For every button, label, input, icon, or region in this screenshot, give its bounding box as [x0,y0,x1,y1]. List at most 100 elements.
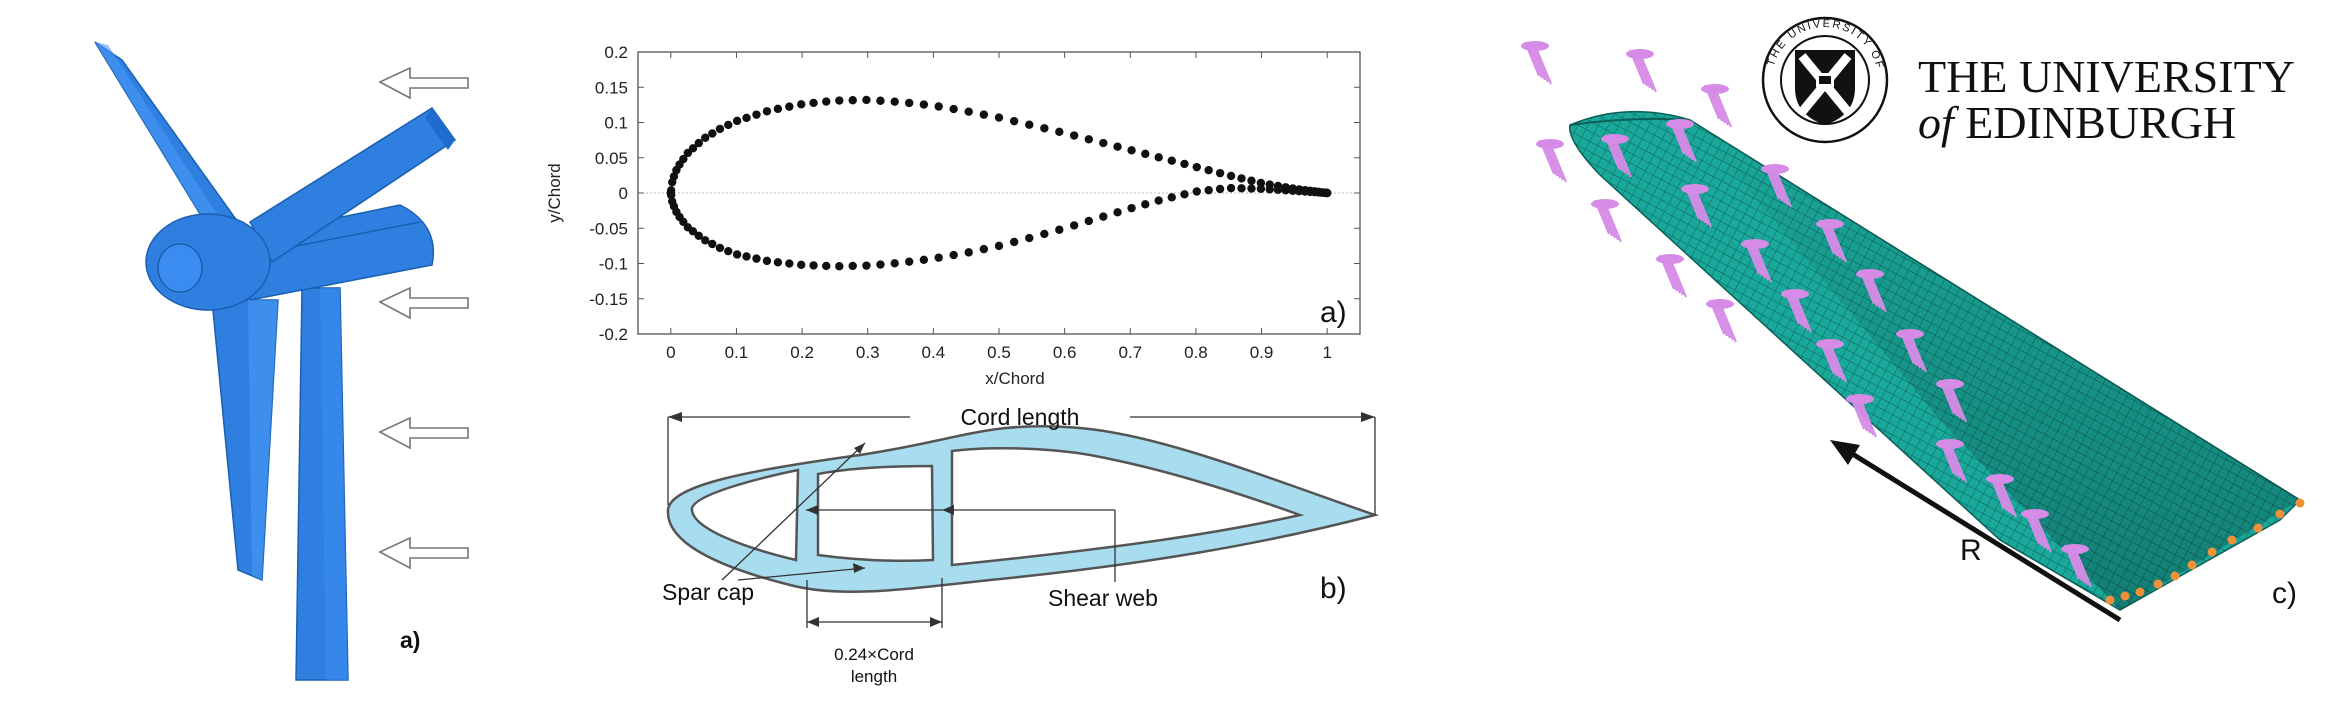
airfoil-upper-point [1025,120,1034,129]
airfoil-lower-point [1256,184,1266,193]
section-panel-tag: b) [1320,572,1347,605]
airfoil-upper-point [1127,146,1136,155]
load-vector-icon [2061,544,2092,588]
airfoil-lower-point [742,252,751,261]
load-vector-icon [1536,139,1567,183]
university-name-edinburgh: EDINBURGH [1954,97,2236,148]
airfoil-lower-point [1180,190,1189,199]
load-vector-icon [1816,219,1847,263]
fem-panel-tag: c) [2272,577,2297,610]
fem-panel: R c) THE UNIVERSITY OF EDINBURGH THE UNI… [1415,0,2326,700]
wind-arrow-icon [378,416,469,450]
airfoil-upper-point [848,96,857,105]
airfoil-lower-point [904,257,914,266]
airfoil-lower-point [701,236,710,245]
section-cavity-front [690,468,800,562]
airfoil-upper-point [1084,135,1094,144]
airfoil-upper-point [1141,149,1150,159]
x-tick-label: 0.8 [1184,343,1208,362]
airfoil-lower-point [890,259,899,268]
load-vector-icon [1741,239,1772,283]
airfoil-lower-point [1084,216,1094,226]
boundary-node [2275,509,2285,519]
airfoil-lower-point [694,231,703,240]
airfoil-chart: 0 0.1 0.2 0.3 0.4 0.5 0.6 0.7 0.8 0.9 1 0.2 0.15 0.1 0… [589,43,1360,362]
load-vector-icon [1701,84,1732,128]
boundary-node [2227,535,2237,545]
airfoil-upper-point [1099,138,1108,148]
boundary-node [2170,571,2180,581]
y-tick-label: -0.05 [589,219,628,238]
university-name-line1: THE UNIVERSITY [1918,51,2295,102]
y-tick-label: -0.15 [589,290,628,309]
airfoil-lower-point [785,259,794,268]
airfoil-upper-point [994,113,1004,122]
airfoil-upper-point [949,104,958,114]
airfoil-upper-point [862,95,871,105]
airfoil-lower-point [848,261,857,271]
airfoil-upper-point [732,116,742,126]
airfoil-upper-point [1180,159,1189,169]
load-vector-icon [1936,379,1967,423]
university-name-of: of [1918,97,1960,148]
airfoil-lower-point [1055,225,1064,234]
chart-x-label: x/Chord [985,369,1045,388]
airfoil-upper-point [964,107,973,116]
boundary-node [2153,579,2163,589]
airfoil-lower-point [1127,203,1136,213]
airfoil-upper-point [742,113,751,123]
load-vector-icon [1936,439,1967,483]
boundary-node [2187,560,2197,570]
airfoil-lower-point [1322,188,1332,198]
load-vector-icon [1816,339,1847,383]
airfoil-lower-point [688,227,698,236]
load-vector-icon [1846,394,1877,438]
boundary-node [2105,595,2115,605]
airfoil-figure: 0 0.1 0.2 0.3 0.4 0.5 0.6 0.7 0.8 0.9 1 0.2 0.15 0.1 0… [545,43,1380,686]
airfoil-upper-point [890,97,899,106]
airfoil-lower-point [1281,186,1290,195]
airfoil-lower-point [1113,208,1122,217]
airfoil-upper-point [1009,116,1019,126]
radius-arrow [1836,442,2122,623]
section-cavity-rear [950,447,1305,567]
load-vector-icon [1761,164,1792,208]
airfoil-lower-point [1099,212,1108,221]
boundary-nodes [2105,498,2305,605]
shear-web-label: Shear web [1048,585,1158,611]
y-tick-label: -0.2 [599,325,628,344]
airfoil-upper-point [1204,166,1213,175]
airfoil-lower-point [762,256,772,266]
airfoil-upper-point [1215,168,1225,178]
load-vector-icon [1856,269,1887,313]
airfoil-lower-point [809,261,818,270]
airfoil-lower-point [1215,184,1225,194]
airfoil-upper-point [979,110,989,119]
load-vector-icon [1521,41,1552,85]
airfoil-lower-point [822,261,831,271]
airfoil-lower-point [964,248,973,257]
airfoil-lower-point [949,250,958,260]
airfoil-upper-point [701,133,710,142]
y-tick-label: 0.05 [595,149,628,168]
load-vector-icon [2021,509,2052,553]
airfoil-upper-point [1055,127,1064,137]
airfoil-upper-point [724,120,733,130]
load-vector-icon [1601,134,1632,178]
airfoil-upper-point [773,104,783,114]
airfoil-lower-point [835,262,844,271]
airfoil-upper-point [752,110,761,119]
airfoil-upper-point [1256,178,1266,188]
airfoil-lower-point [1247,184,1256,193]
airfoil-upper-point [669,172,679,181]
load-vectors [1521,41,2092,588]
x-tick-label: 0.6 [1053,343,1077,362]
spar-cap-label: Spar cap [662,579,754,605]
airfoil-lower-point [1009,237,1019,247]
airfoil-upper-point [1113,142,1122,151]
turbine-panel-tag: a) [400,627,420,653]
airfoil-upper-point [919,100,929,109]
airfoil-upper-point [688,144,698,153]
wind-arrow-icon [378,66,469,100]
airfoil-lower-point [1040,229,1049,239]
